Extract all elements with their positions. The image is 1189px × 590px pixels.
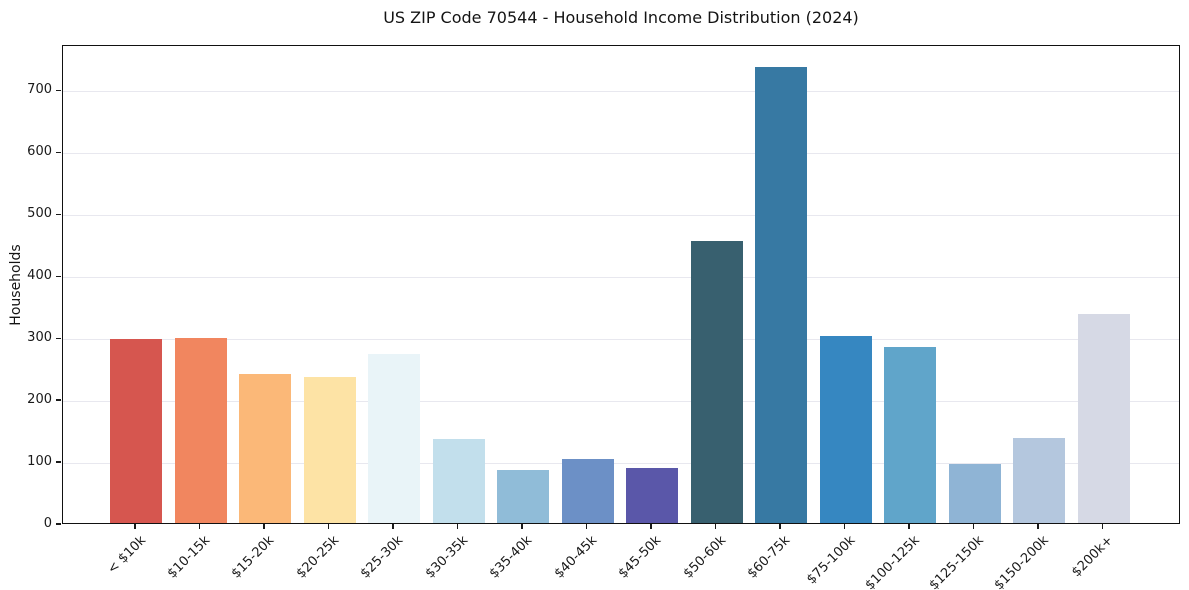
bar-25-30k [368, 353, 420, 523]
x-tick-label-text: $40-45k [551, 533, 601, 582]
x-tick-label-text: $25-30k [358, 533, 407, 582]
y-tick-mark-0 [56, 523, 61, 525]
bar-60-75k [755, 66, 807, 523]
y-tick-label-300: 300 [27, 330, 52, 346]
bar-30-35k [432, 439, 485, 523]
y-tick-label-0: 0 [43, 516, 52, 531]
x-tick-mark-30-35k [456, 524, 459, 529]
x-tick-mark-20-25k [327, 524, 330, 529]
chart-title: US ZIP Code 70544 - Household Income Dis… [383, 8, 859, 27]
gridline-400 [63, 276, 1179, 278]
x-tick-mark-40-45k [585, 524, 588, 529]
plot-area [62, 45, 1180, 524]
x-tick-label-text: $10-15k [164, 533, 214, 582]
bar-100-125k [884, 347, 936, 523]
y-tick-label-100: 100 [27, 454, 52, 470]
x-tick-mark-10k [134, 524, 136, 529]
x-tick-label-text: $60-75k [745, 533, 794, 582]
bar-35-40k [497, 470, 549, 523]
x-tick-label-text: $200k+ [1069, 533, 1117, 581]
x-tick-label-text: $20-25k [293, 533, 343, 582]
bar-50-60k [690, 241, 743, 523]
x-tick-mark-15-20k [263, 524, 265, 529]
y-tick-mark-600 [56, 151, 61, 153]
y-tick-label-200: 200 [27, 392, 52, 408]
y-tick-label-700: 700 [27, 82, 52, 98]
x-tick-mark-35-40k [521, 524, 523, 529]
y-tick-mark-500 [56, 213, 61, 215]
x-tick-label-text: $45-50k [616, 533, 665, 582]
x-tick-mark-50-60k [714, 524, 717, 529]
y-tick-mark-200 [56, 399, 61, 401]
x-tick-mark-150-200k [1037, 524, 1039, 529]
x-tick-mark-200k [1101, 524, 1104, 529]
bar-10-15k [174, 337, 227, 523]
gridline-200 [63, 400, 1179, 402]
y-tick-label-600: 600 [27, 144, 52, 160]
bar-200k [1077, 313, 1130, 523]
bar-20-25k [303, 376, 356, 523]
x-tick-mark-10-15k [198, 524, 201, 529]
y-axis-label: Households [8, 244, 24, 326]
gridline-100 [63, 462, 1179, 464]
y-tick-mark-400 [56, 275, 61, 277]
x-tick-mark-25-30k [392, 524, 394, 529]
x-tick-mark-45-50k [650, 524, 652, 529]
gridline-300 [63, 338, 1179, 340]
x-tick-mark-100-125k [908, 524, 910, 529]
x-tick-label-text: $30-35k [422, 533, 472, 582]
gridline-600 [63, 152, 1179, 154]
x-tick-label-text: $100-125k [862, 533, 923, 590]
x-tick-label-text: $15-20k [229, 533, 278, 582]
bar-125-150k [948, 464, 1001, 523]
x-tick-label-text: $125-150k [926, 533, 988, 590]
x-tick-mark-75-100k [843, 524, 846, 529]
y-tick-label-400: 400 [27, 268, 52, 284]
bar-45-50k [626, 468, 678, 523]
x-tick-mark-60-75k [779, 524, 781, 529]
y-tick-mark-300 [56, 337, 61, 339]
bar-10k [110, 338, 162, 523]
y-tick-mark-700 [56, 89, 61, 91]
x-tick-mark-125-150k [972, 524, 975, 529]
bar-150-200k [1013, 438, 1065, 523]
x-tick-label-text: < $10k [104, 533, 149, 578]
x-tick-label-text: $75-100k [803, 533, 859, 588]
bar-15-20k [239, 373, 291, 523]
y-tick-label-500: 500 [27, 206, 52, 222]
bar-40-45k [561, 459, 614, 523]
y-tick-mark-100 [56, 461, 61, 463]
x-tick-label-text: $150-200k [991, 533, 1052, 590]
x-tick-label-text: $35-40k [487, 533, 536, 582]
gridline-700 [63, 90, 1179, 92]
gridline-500 [63, 214, 1179, 216]
bar-75-100k [819, 335, 872, 523]
x-tick-label-text: $50-60k [680, 533, 730, 582]
